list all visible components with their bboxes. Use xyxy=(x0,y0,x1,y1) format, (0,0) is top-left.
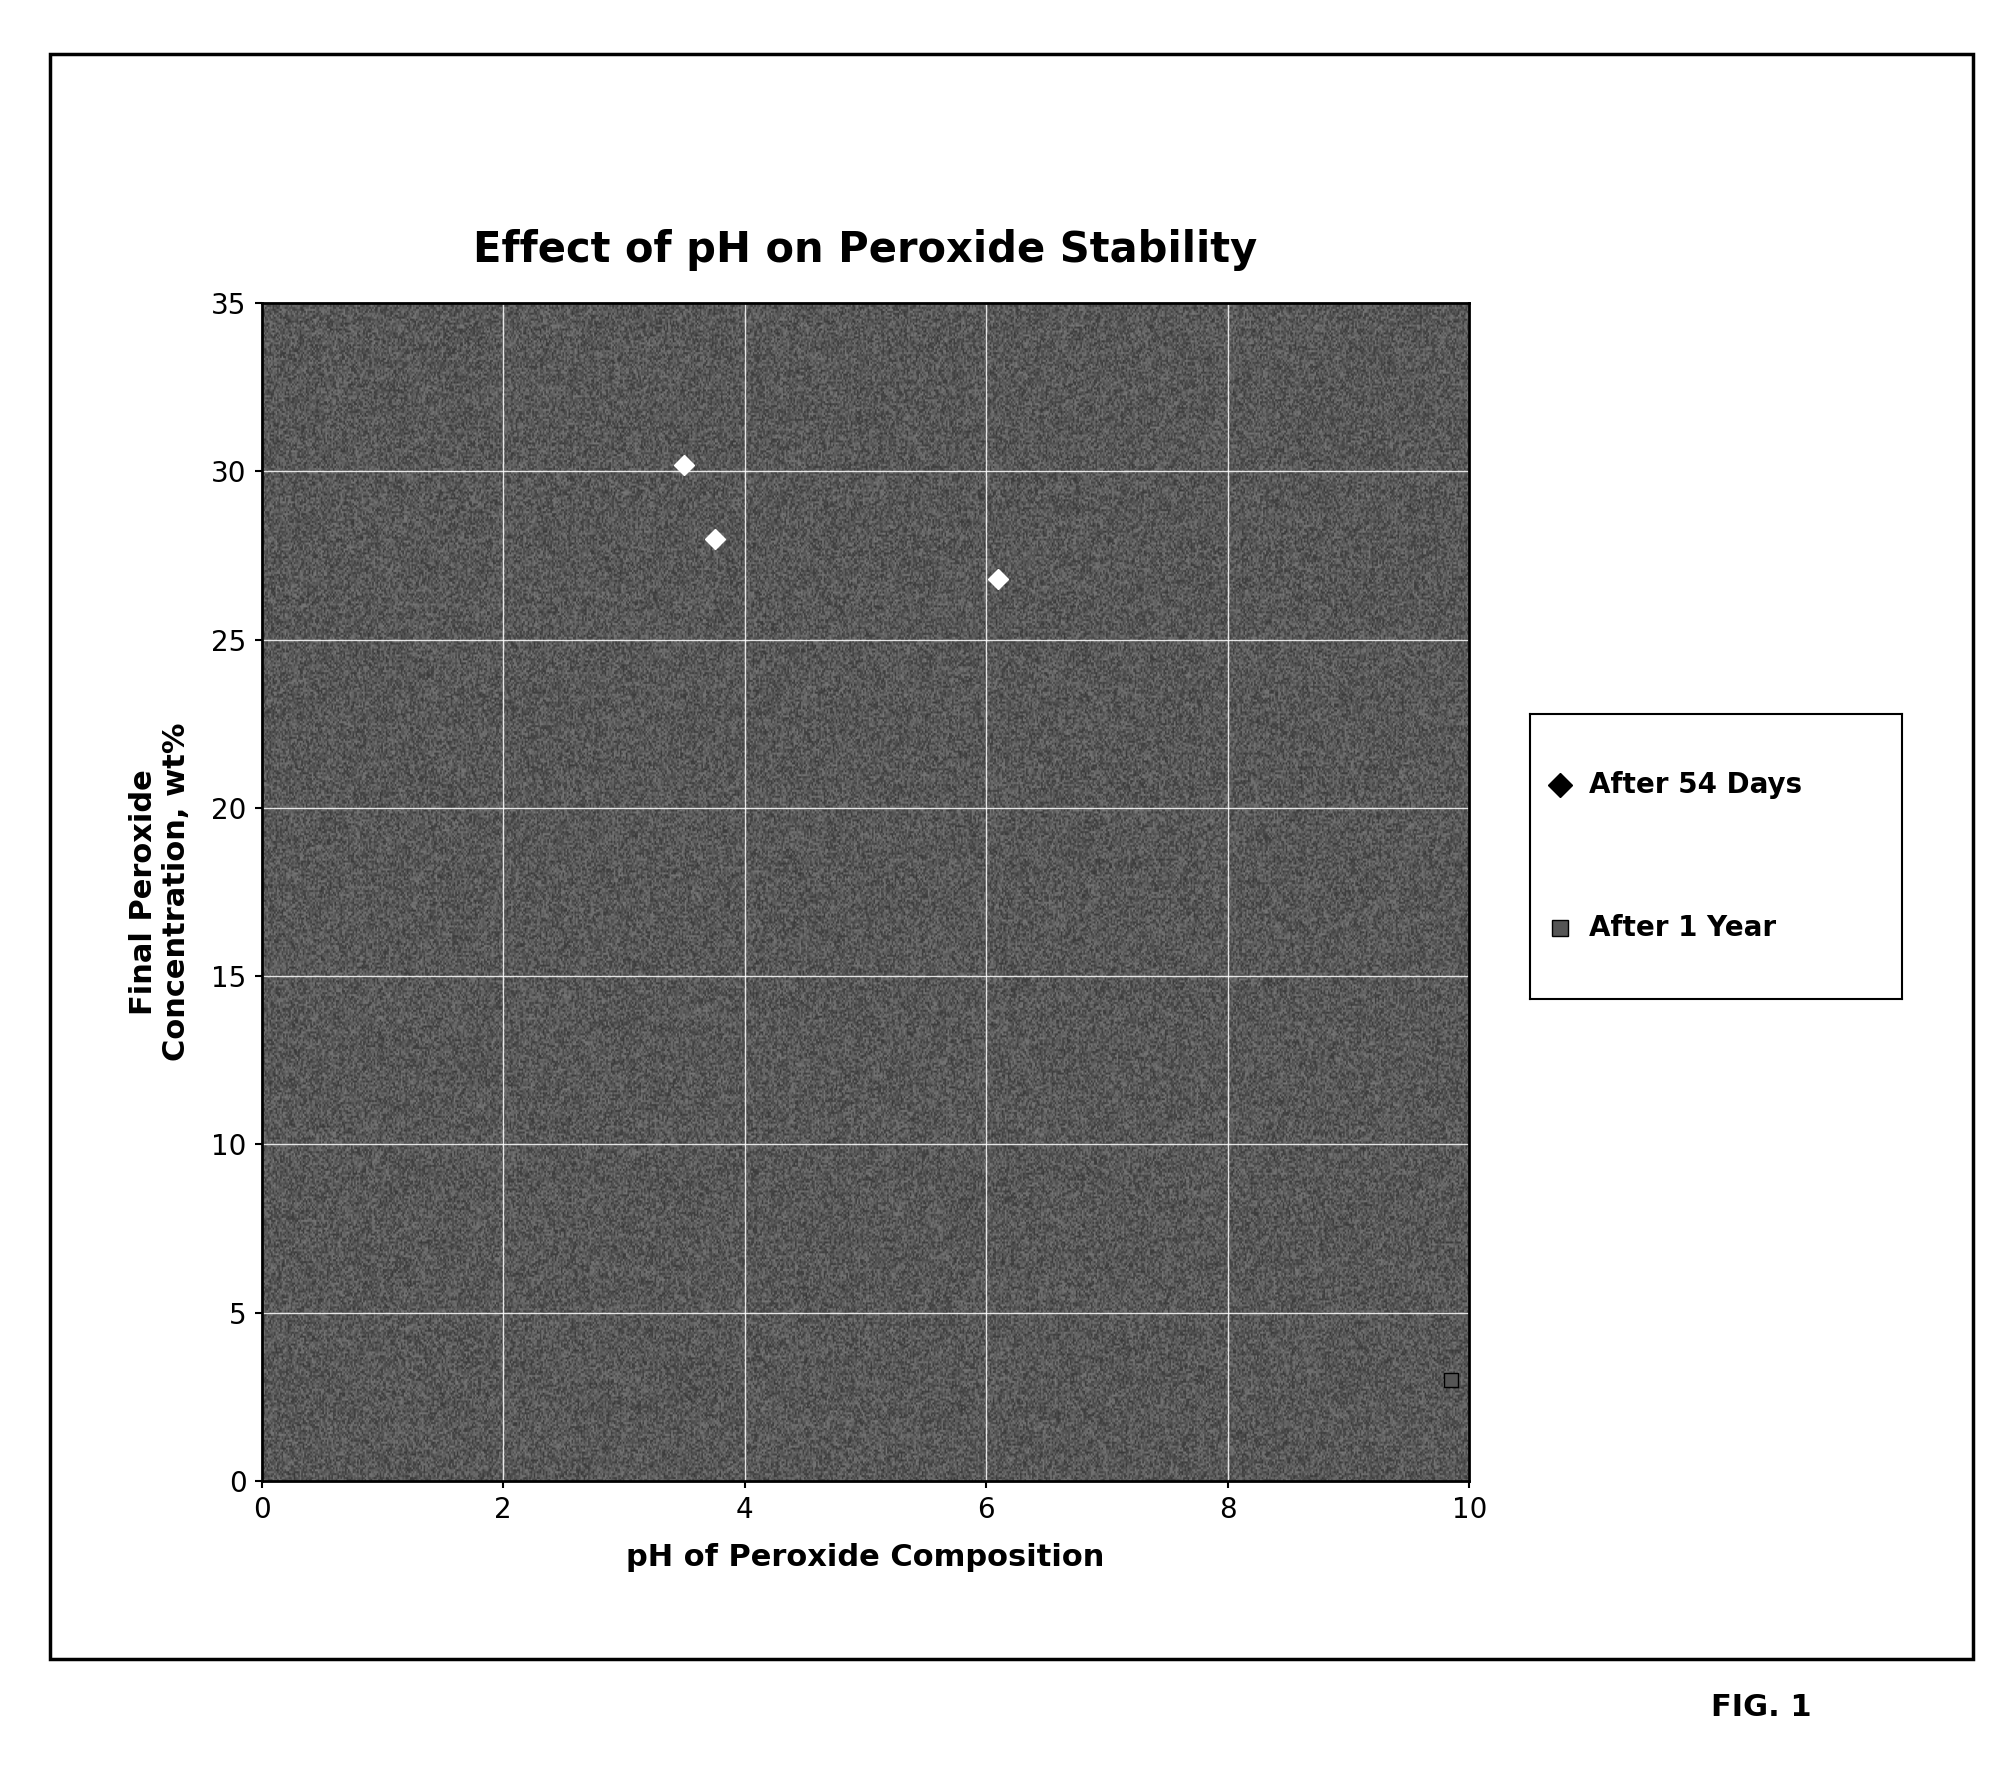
Title: Effect of pH on Peroxide Stability: Effect of pH on Peroxide Stability xyxy=(473,228,1258,271)
Y-axis label: Final Peroxide
Concentration, wt%: Final Peroxide Concentration, wt% xyxy=(129,723,191,1061)
Text: FIG. 1: FIG. 1 xyxy=(1711,1693,1812,1722)
Text: After 54 Days: After 54 Days xyxy=(1590,771,1802,799)
Text: After 1 Year: After 1 Year xyxy=(1590,913,1777,942)
X-axis label: pH of Peroxide Composition: pH of Peroxide Composition xyxy=(626,1543,1105,1572)
